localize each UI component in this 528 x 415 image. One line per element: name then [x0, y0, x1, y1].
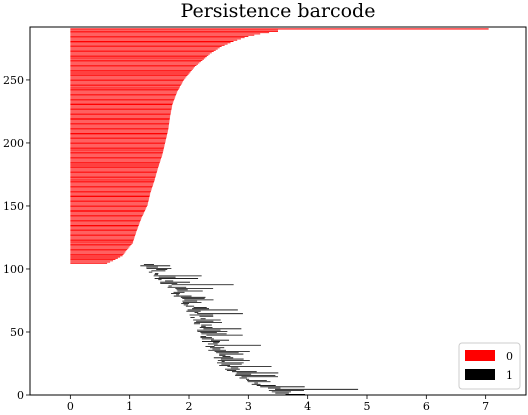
x-tick-label: 5: [363, 400, 370, 413]
y-tick-label: 0: [17, 389, 24, 402]
y-tick-label: 250: [3, 74, 24, 87]
x-tick-label: 7: [482, 400, 489, 413]
y-tick-label: 50: [10, 326, 24, 339]
y-axis: 0 50 100 150 200 250: [3, 74, 30, 402]
axes-frame: [29, 26, 527, 396]
y-tick-label: 200: [3, 137, 24, 150]
legend-swatch-1: [465, 369, 495, 380]
y-tick-label: 150: [3, 200, 24, 213]
legend-label-1: 1: [506, 369, 513, 382]
legend-swatch-0: [465, 350, 495, 361]
x-tick-label: 1: [126, 400, 133, 413]
x-tick-label: 2: [186, 400, 193, 413]
x-tick-label: 6: [423, 400, 430, 413]
y-tick-label: 100: [3, 263, 24, 276]
series-0-bars: [70, 28, 489, 264]
bars-layer: [70, 28, 489, 395]
series-1-bars: [140, 264, 359, 395]
legend: 0 1: [458, 342, 521, 390]
x-tick-label: 3: [245, 400, 252, 413]
legend-label-0: 0: [506, 350, 513, 363]
x-tick-label: 0: [67, 400, 74, 413]
x-axis: 0 1 2 3 4 5 6 7: [67, 395, 489, 413]
chart-title: Persistence barcode: [181, 0, 376, 22]
x-tick-label: 4: [304, 400, 311, 413]
